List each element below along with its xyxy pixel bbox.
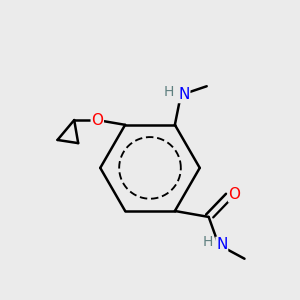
Text: O: O xyxy=(91,112,103,128)
Text: N: N xyxy=(178,88,190,103)
Text: O: O xyxy=(229,187,241,202)
Text: H: H xyxy=(164,85,174,99)
Text: H: H xyxy=(202,235,213,249)
Text: N: N xyxy=(216,237,227,252)
